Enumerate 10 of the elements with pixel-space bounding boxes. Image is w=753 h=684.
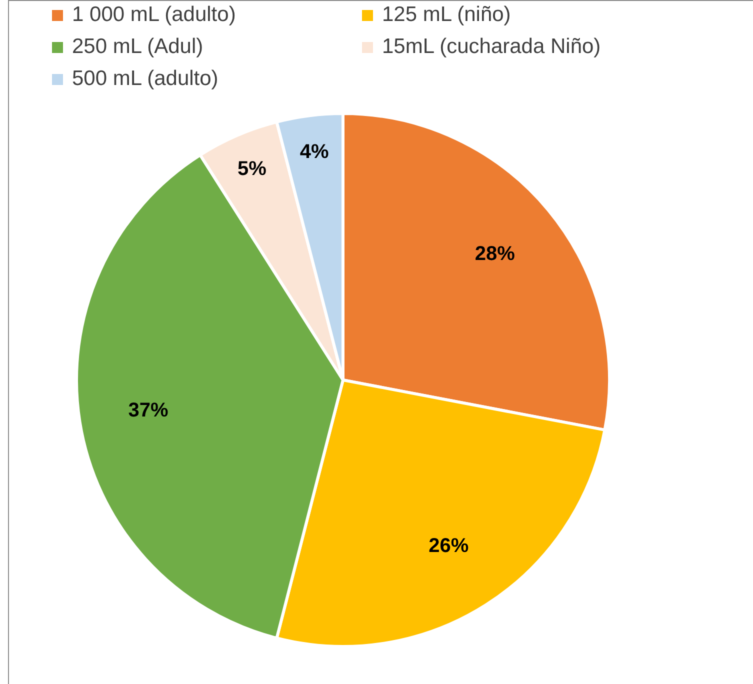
legend-label: 125 mL (niño) [382,2,511,28]
legend-label: 1 000 mL (adulto) [72,2,236,28]
legend-label: 250 mL (Adul) [72,34,204,60]
legend-label: 15mL (cucharada Niño) [382,34,601,60]
data-label: 28% [474,242,516,265]
data-label: 5% [238,158,267,180]
legend-label: 500 mL (adulto) [72,66,218,92]
data-label: 26% [428,535,469,558]
data-label: 4% [300,141,329,164]
data-label: 37% [128,399,168,422]
